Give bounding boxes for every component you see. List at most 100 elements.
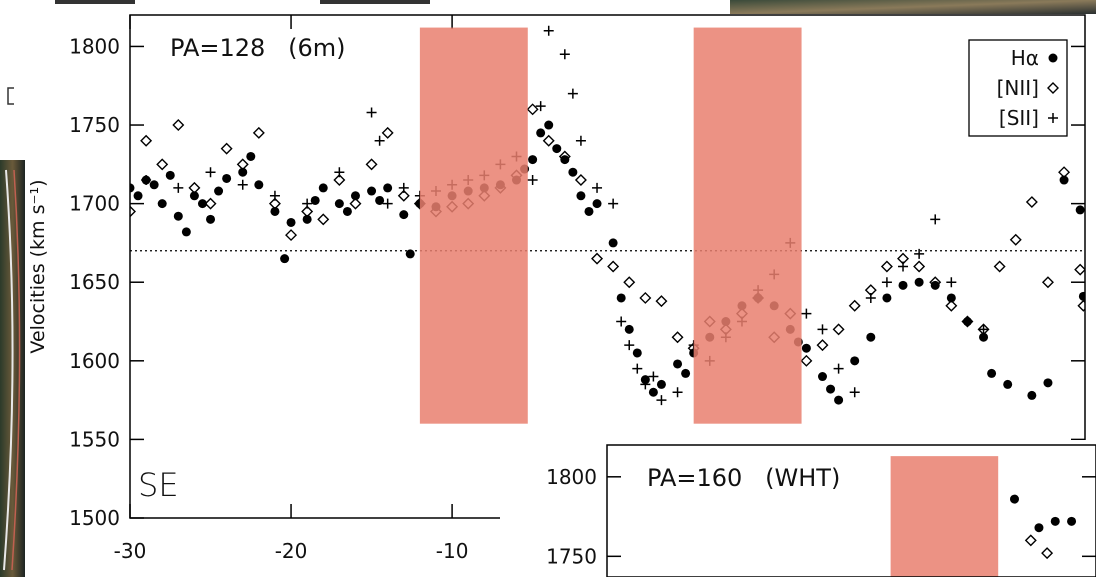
point-circle [197, 199, 207, 209]
point-diamond [1025, 196, 1038, 209]
point-plus [946, 277, 957, 288]
point-plus [833, 363, 844, 374]
point-circle [656, 379, 666, 389]
point-plus [616, 316, 627, 327]
background-fragment [55, 0, 135, 4]
point-circle [826, 384, 836, 394]
highlight-band [419, 27, 528, 424]
point-plus [640, 379, 651, 390]
background-fragment [7, 87, 14, 105]
point-plus [978, 324, 989, 335]
point-plus [648, 371, 659, 382]
point-diamond [848, 299, 861, 312]
background-fragment [320, 0, 430, 4]
point-circle [1003, 379, 1013, 389]
y-tick-label: 1700 [69, 192, 120, 216]
point-circle [1048, 53, 1058, 63]
point-circle [334, 199, 344, 209]
point-circle [375, 195, 385, 205]
y-tick-label: 1800 [546, 465, 597, 489]
point-circle [270, 206, 280, 216]
y-tick-label: 1750 [546, 544, 597, 568]
point-circle [898, 280, 908, 290]
point-circle [834, 395, 844, 405]
point-diamond [542, 134, 555, 147]
x-tick-label: -30 [114, 539, 147, 563]
point-circle [350, 191, 360, 201]
points [890, 456, 1077, 577]
point-diamond [140, 134, 153, 147]
point-plus [567, 88, 578, 99]
point-circle [544, 120, 554, 130]
point-diamond [816, 339, 829, 352]
point-circle [254, 180, 264, 190]
point-diamond [574, 174, 587, 187]
point-circle [405, 249, 415, 259]
point-plus [302, 198, 313, 209]
point-diamond [655, 295, 668, 308]
point-circle [214, 186, 224, 196]
point-plus [801, 308, 812, 319]
point-diamond [365, 158, 378, 171]
y-tick-label: 1750 [69, 113, 120, 137]
point-plus [205, 167, 216, 178]
point-diamond [607, 260, 620, 273]
point-circle [189, 191, 199, 201]
point-plus [817, 324, 828, 335]
point-circle [592, 199, 602, 209]
point-circle [552, 144, 562, 154]
point-circle [866, 332, 876, 342]
y-tick-label: 1500 [69, 506, 120, 530]
point-diamond [301, 205, 314, 218]
point-circle [133, 191, 143, 201]
point-circle [616, 293, 626, 303]
point-circle [528, 155, 538, 165]
chart-title: PA=128 (6m) [170, 34, 346, 62]
point-diamond [397, 189, 410, 202]
point-plus [962, 316, 973, 327]
point-circle [173, 211, 183, 221]
point-circle [1010, 494, 1019, 504]
y-axis-label: Velocities (km s⁻¹) [27, 179, 49, 353]
point-diamond [268, 197, 281, 210]
legend-label: [NII] [997, 76, 1039, 100]
point-diamond [1077, 299, 1085, 312]
point-diamond [220, 142, 233, 155]
x-tick-label: -20 [275, 539, 308, 563]
point-circle [280, 254, 290, 264]
point-diamond [639, 291, 652, 304]
point-plus [535, 101, 546, 112]
points [130, 25, 1085, 424]
point-circle [673, 359, 683, 369]
point-circle [367, 186, 377, 196]
point-circle [181, 227, 191, 237]
point-diamond [591, 252, 604, 265]
point-plus [849, 387, 860, 398]
y-tick-label: 1600 [69, 349, 120, 373]
point-plus [930, 214, 941, 225]
point-plus [898, 261, 909, 272]
point-plus [656, 395, 667, 406]
point-plus [374, 135, 385, 146]
point-plus [269, 190, 280, 201]
point-diamond [204, 197, 217, 210]
point-circle [399, 210, 409, 220]
point-plus [334, 167, 345, 178]
point-circle [165, 170, 175, 180]
point-diamond [317, 213, 330, 226]
point-plus [624, 340, 635, 351]
point-circle [1059, 175, 1069, 185]
point-circle [1027, 390, 1037, 400]
point-circle [318, 183, 328, 193]
chart-title: PA=160 (WHT) [647, 464, 840, 492]
point-diamond [1024, 534, 1037, 547]
point-circle [310, 195, 320, 205]
point-circle [1067, 516, 1077, 526]
point-plus [1048, 113, 1058, 123]
point-diamond [1041, 547, 1054, 560]
point-plus [527, 175, 538, 186]
legend-label: [SII] [999, 106, 1039, 130]
point-diamond [285, 229, 298, 242]
point-circle [624, 324, 634, 334]
